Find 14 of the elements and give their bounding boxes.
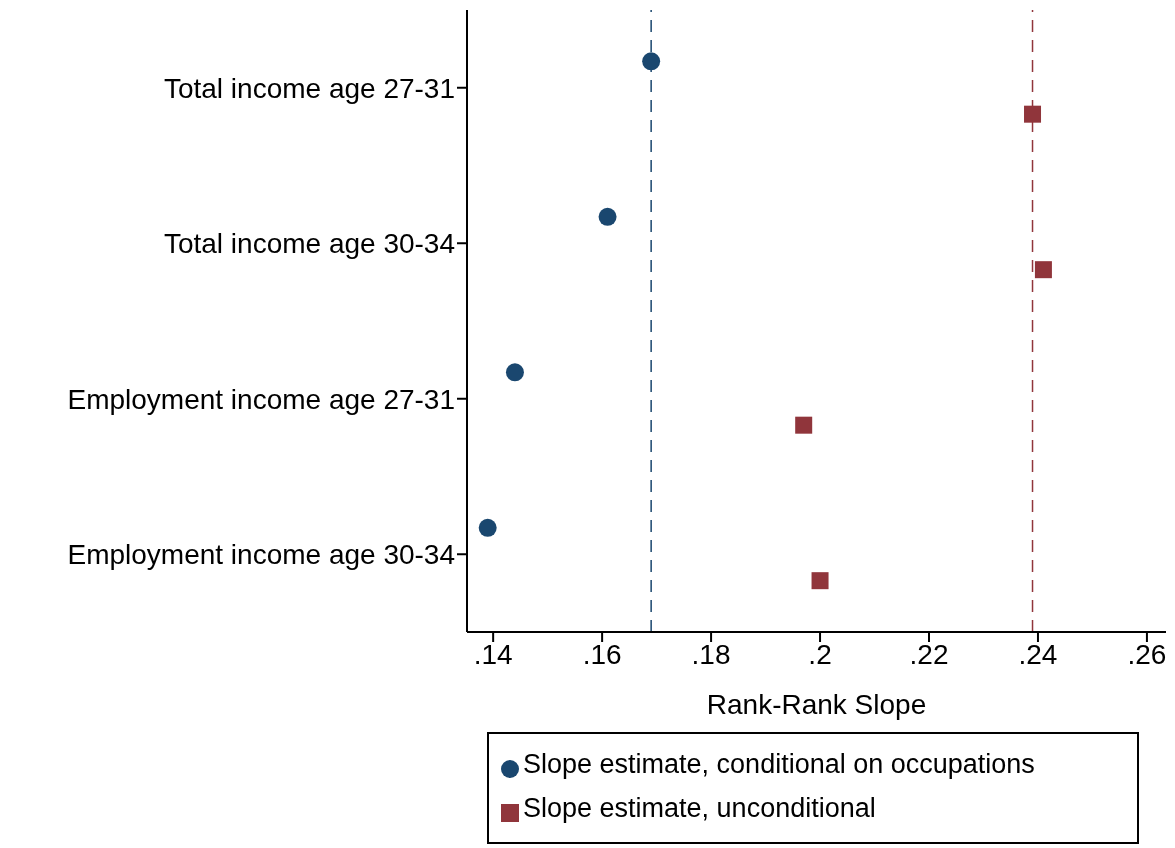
x-axis-title: Rank-Rank Slope	[706, 689, 927, 720]
y-tick-label: Employment income age 27-31	[67, 383, 455, 415]
x-tick-label: .14	[473, 638, 513, 670]
y-tick-label: Total income age 27-31	[163, 72, 455, 104]
y-tick-label: Total income age 30-34	[163, 228, 455, 260]
x-tick-label: .18	[691, 638, 731, 670]
x-tick-label: .24	[1018, 638, 1058, 670]
x-tick-label: .2	[808, 638, 832, 670]
legend-label: Slope estimate, conditional on occupations	[523, 749, 1035, 779]
y-tick-label: Employment income age 30-34	[67, 539, 455, 571]
x-tick-label: .26	[1127, 638, 1167, 670]
x-tick-label: .16	[582, 638, 622, 670]
legend-label: Slope estimate, unconditional	[523, 793, 876, 823]
x-tick-label: .22	[909, 638, 949, 670]
